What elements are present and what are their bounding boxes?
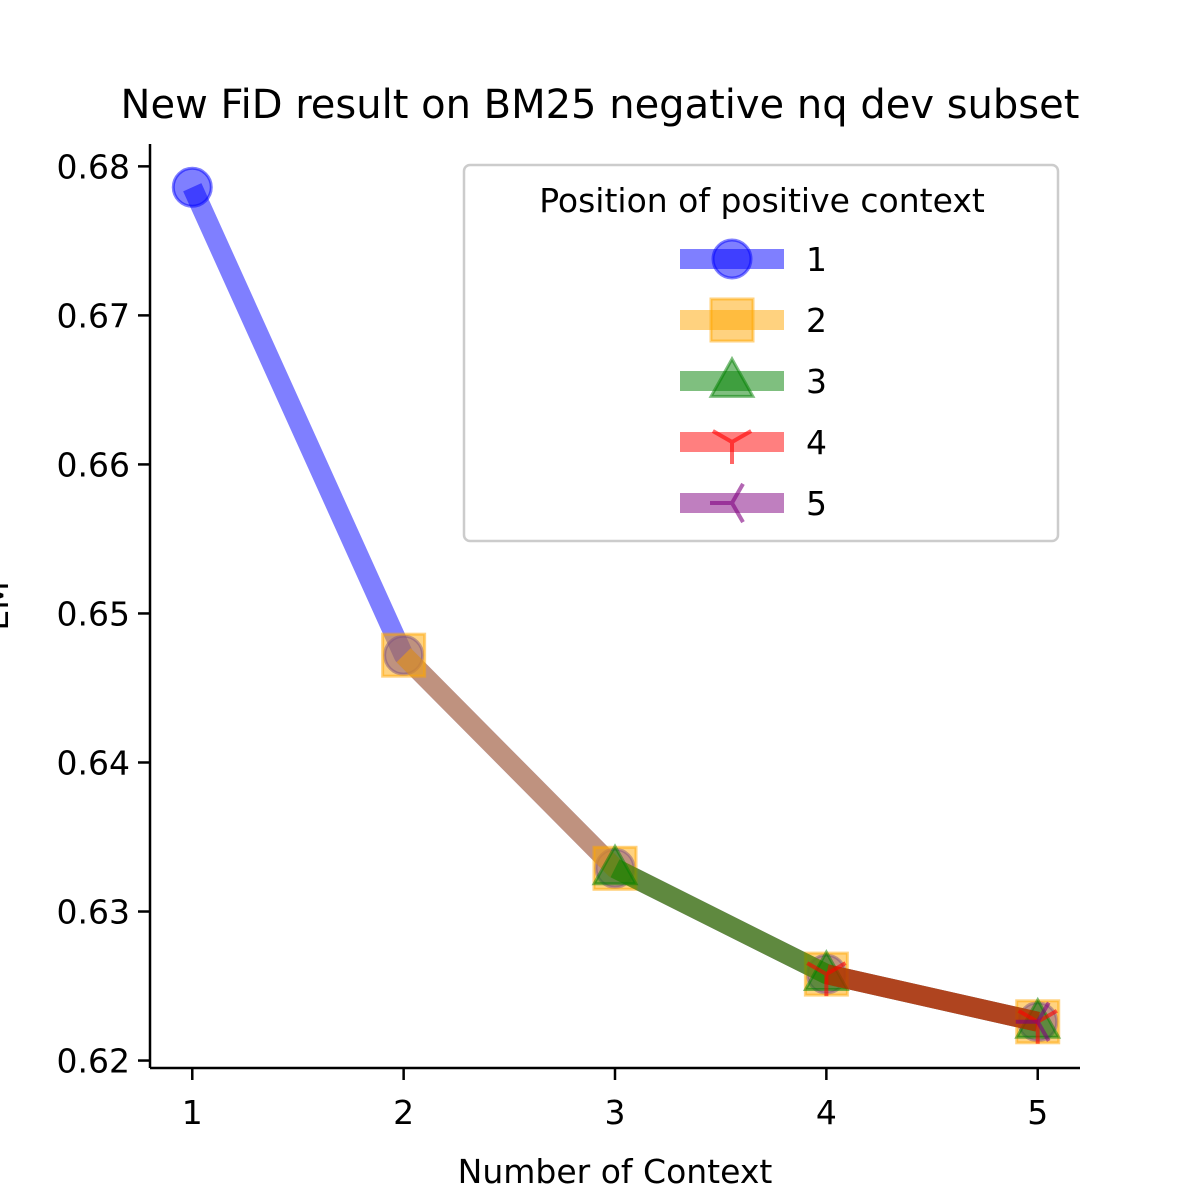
series-2 — [381, 632, 1061, 1045]
x-axis-label: Number of Context — [458, 1152, 773, 1191]
legend-item-1: 1 — [680, 238, 827, 280]
chart-title: New FiD result on BM25 negative nq dev s… — [121, 82, 1080, 128]
y-tick-label: 0.64 — [57, 743, 130, 782]
plot-area — [171, 166, 1062, 1045]
legend-frame — [462, 163, 1060, 543]
legend-title: Position of positive context — [539, 181, 985, 220]
x-tick-label: 3 — [605, 1093, 626, 1132]
square-marker — [381, 632, 427, 678]
legend-item-4: 4 — [680, 423, 827, 464]
y-tick-label: 0.67 — [57, 296, 130, 335]
legend-item-3: 3 — [680, 355, 827, 401]
legend-items: 1 2 3 4 5 — [680, 238, 827, 524]
y-axis-label: EM — [0, 581, 16, 630]
x-tick-label: 5 — [1027, 1093, 1048, 1132]
legend-label: 3 — [806, 362, 827, 401]
tri-left-marker — [710, 482, 745, 524]
series-layer — [171, 166, 1062, 1045]
circle-marker — [171, 166, 213, 208]
x-axis-ticks: 1 2 3 4 5 — [182, 1068, 1048, 1132]
triangle-marker — [591, 843, 639, 886]
y-tick-label: 0.65 — [57, 594, 130, 633]
legend-label: 4 — [806, 423, 827, 462]
legend-label: 2 — [806, 301, 827, 340]
legend-item-5: 5 — [680, 482, 827, 524]
triangle-marker — [708, 355, 756, 398]
x-tick-label: 2 — [393, 1093, 414, 1132]
legend: Position of positive context 1 2 3 4 5 — [462, 163, 1060, 543]
legend-label: 5 — [806, 484, 827, 523]
tri-down-marker — [806, 961, 847, 997]
y-tick-label: 0.62 — [57, 1042, 130, 1081]
y-tick-label: 0.68 — [57, 147, 130, 186]
tri-down-marker — [711, 429, 753, 464]
tri-left-marker — [1015, 1001, 1051, 1042]
x-tick-label: 4 — [816, 1093, 837, 1132]
y-tick-label: 0.63 — [57, 893, 130, 932]
series-line — [824, 964, 1040, 1032]
y-axis-ticks: 0.62 0.63 0.64 0.65 0.66 0.67 0.68 — [57, 147, 150, 1081]
series-5 — [1015, 1001, 1051, 1042]
y-tick-label: 0.66 — [57, 445, 130, 484]
square-marker — [709, 297, 755, 343]
legend-item-2: 2 — [680, 297, 827, 343]
legend-label: 1 — [806, 240, 827, 279]
circle-marker — [711, 238, 753, 280]
series-line — [396, 648, 1040, 1032]
x-tick-label: 1 — [182, 1093, 203, 1132]
